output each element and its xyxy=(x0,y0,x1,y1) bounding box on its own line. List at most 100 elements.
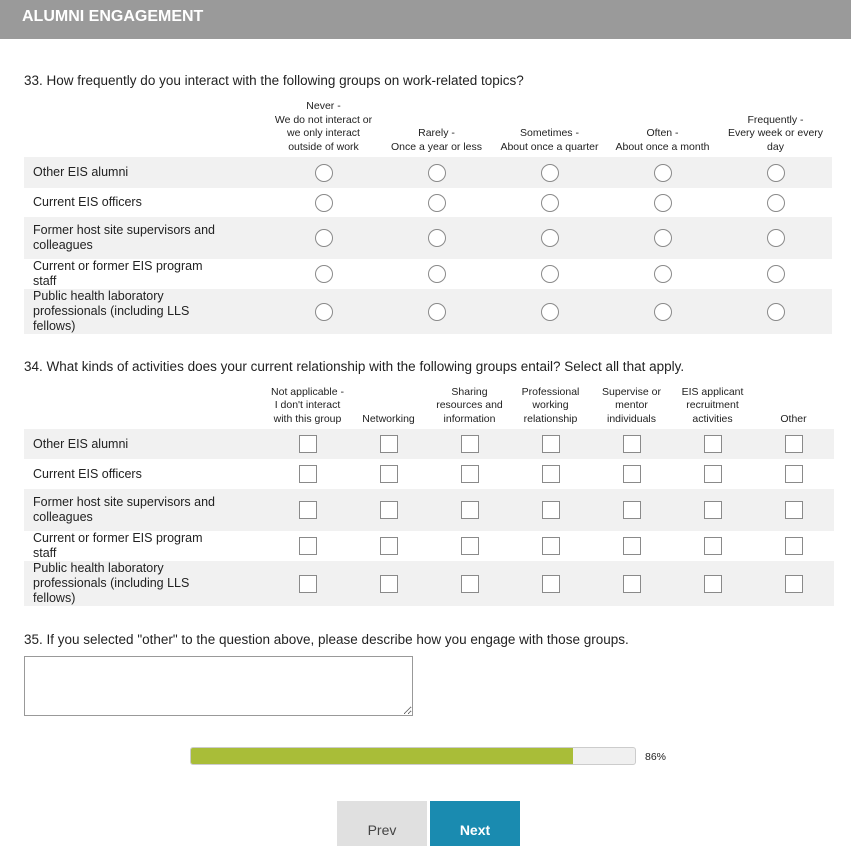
checkbox[interactable] xyxy=(784,537,803,555)
radio-button[interactable] xyxy=(427,302,446,321)
checkbox[interactable] xyxy=(703,574,722,593)
progress-label: 86% xyxy=(645,751,667,763)
checkbox[interactable] xyxy=(784,465,803,483)
radio-button[interactable] xyxy=(314,193,333,212)
radio-button[interactable] xyxy=(766,265,785,283)
radio-button[interactable] xyxy=(427,229,446,247)
column-header-line: information xyxy=(443,412,496,425)
radio-button[interactable] xyxy=(766,302,785,321)
checkbox[interactable] xyxy=(379,435,398,453)
radio-button[interactable] xyxy=(653,163,672,182)
column-header: Networking xyxy=(348,383,429,429)
radio-button[interactable] xyxy=(540,193,559,212)
next-button[interactable]: Next xyxy=(430,801,520,846)
radio-button[interactable] xyxy=(766,229,785,247)
row-label: Other EIS alumni xyxy=(24,157,267,188)
checkbox[interactable] xyxy=(460,465,479,483)
checkbox[interactable] xyxy=(784,435,803,453)
radio-button[interactable] xyxy=(314,163,333,182)
row-label-header xyxy=(24,383,267,429)
checkbox[interactable] xyxy=(622,537,641,555)
checkbox[interactable] xyxy=(622,501,641,519)
checkbox[interactable] xyxy=(703,465,722,483)
radio-button[interactable] xyxy=(314,302,333,321)
column-header-line: individuals xyxy=(606,412,657,425)
column-header-line: Other xyxy=(780,412,807,425)
checkbox[interactable] xyxy=(541,574,560,593)
checkbox[interactable] xyxy=(541,537,560,555)
checkbox[interactable] xyxy=(298,435,317,453)
checkbox[interactable] xyxy=(541,501,560,519)
radio-button[interactable] xyxy=(653,265,672,283)
section-header: ALUMNI ENGAGEMENT xyxy=(0,0,851,39)
prev-button[interactable]: Prev xyxy=(337,801,427,846)
checkbox[interactable] xyxy=(298,501,317,519)
section-title: ALUMNI ENGAGEMENT xyxy=(22,8,204,25)
table-row: Current or former EIS program staff xyxy=(24,259,832,289)
row-label-header xyxy=(24,97,267,157)
checkbox[interactable] xyxy=(784,574,803,593)
radio-button[interactable] xyxy=(314,265,333,283)
checkbox[interactable] xyxy=(298,574,317,593)
table-row: Public health laboratory professionals (… xyxy=(24,561,834,606)
radio-button[interactable] xyxy=(540,229,559,247)
radio-button[interactable] xyxy=(427,163,446,182)
column-header-line: Every week or every xyxy=(727,127,824,139)
table-row: Current EIS officers xyxy=(24,459,834,489)
column-header-line: with this group xyxy=(273,412,342,425)
column-header: Other xyxy=(753,383,834,429)
radio-button[interactable] xyxy=(653,302,672,321)
checkbox[interactable] xyxy=(703,537,722,555)
column-header-line: Not applicable - xyxy=(271,385,344,398)
checkbox[interactable] xyxy=(379,574,398,593)
row-label: Public health laboratory professionals (… xyxy=(24,561,267,606)
checkbox[interactable] xyxy=(298,537,317,555)
table-row: Current EIS officers xyxy=(24,188,832,217)
checkbox[interactable] xyxy=(541,435,560,453)
radio-button[interactable] xyxy=(540,163,559,182)
column-header-line: Professional xyxy=(521,385,580,398)
column-header-line: relationship xyxy=(523,412,578,425)
checkbox[interactable] xyxy=(298,465,317,483)
radio-button[interactable] xyxy=(766,163,785,182)
radio-button[interactable] xyxy=(540,302,559,321)
checkbox[interactable] xyxy=(622,465,641,483)
checkbox[interactable] xyxy=(460,537,479,555)
table-row: Current or former EIS program staff xyxy=(24,531,834,561)
checkbox[interactable] xyxy=(703,435,722,453)
radio-button[interactable] xyxy=(766,193,785,212)
activities-matrix: Not applicable -I don't interact with thi… xyxy=(24,383,834,606)
checkbox[interactable] xyxy=(622,574,641,593)
column-header: Sharing resources and information xyxy=(429,383,510,429)
radio-button[interactable] xyxy=(653,193,672,212)
row-label: Current or former EIS program staff xyxy=(33,259,203,288)
checkbox[interactable] xyxy=(460,501,479,519)
table-row: Former host site supervisors and colleag… xyxy=(24,489,834,531)
row-label: Current EIS officers xyxy=(33,195,142,209)
column-header: Never - We do not interact or we only inte… xyxy=(267,97,380,157)
frequency-matrix: Never - We do not interact or we only inte… xyxy=(24,97,832,334)
question-34: 34. What kinds of activities does your c… xyxy=(24,359,685,374)
column-header-line: Supervise or xyxy=(602,385,661,398)
checkbox[interactable] xyxy=(379,537,398,555)
row-label: Former host site supervisors and colleag… xyxy=(24,217,267,259)
checkbox[interactable] xyxy=(460,574,479,593)
radio-button[interactable] xyxy=(540,265,559,283)
checkbox[interactable] xyxy=(541,465,560,483)
column-header: Not applicable -I don't interact with thi… xyxy=(267,383,348,429)
radio-button[interactable] xyxy=(653,229,672,247)
checkbox[interactable] xyxy=(460,435,479,453)
column-header-line: outside of work xyxy=(288,140,359,153)
radio-button[interactable] xyxy=(314,229,333,247)
column-header-line: we only interact xyxy=(287,127,360,139)
radio-button[interactable] xyxy=(427,193,446,212)
column-header: Professional working relationship xyxy=(510,383,591,429)
checkbox[interactable] xyxy=(379,501,398,519)
other-description-textarea[interactable] xyxy=(24,656,413,716)
checkbox[interactable] xyxy=(703,501,722,519)
checkbox[interactable] xyxy=(784,501,803,519)
checkbox[interactable] xyxy=(379,465,398,483)
column-header: Sometimes - About once a quarter xyxy=(493,97,606,157)
checkbox[interactable] xyxy=(622,435,641,453)
radio-button[interactable] xyxy=(427,265,446,283)
